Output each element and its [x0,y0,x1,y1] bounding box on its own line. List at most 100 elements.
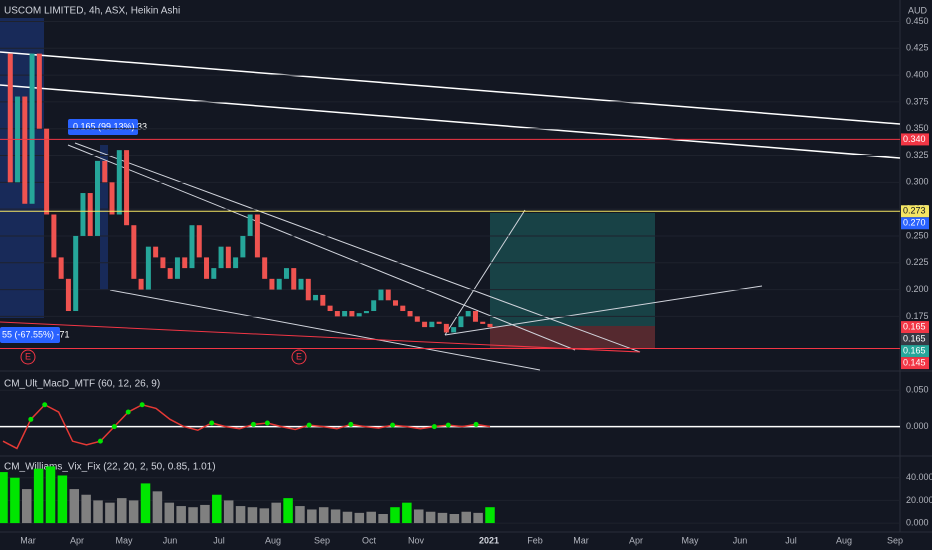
candle [320,294,326,306]
bar [176,506,186,524]
y-tick-label: 0.000 [906,517,929,527]
x-tick-label: Feb [527,535,543,545]
candle [342,311,348,317]
candle [109,182,115,215]
bar [366,511,376,524]
candle [65,278,71,312]
bar [105,502,115,524]
trendline [444,285,763,336]
indicator-title: CM_Williams_Vix_Fix (22, 20, 2, 50, 0.85… [4,462,216,473]
x-tick-label: May [681,535,699,545]
bar [330,509,341,524]
price-label: 0.145 [903,357,926,367]
price-label-box [901,333,929,346]
x-tick-label: Mar [573,535,589,545]
bar [223,500,234,524]
bar [342,511,353,524]
candle [29,53,35,204]
candle [378,289,384,301]
candle [51,214,57,258]
candle [458,316,464,328]
cross-dot [139,402,145,408]
candle [247,214,253,236]
bar [425,511,436,524]
y-tick-label: 0.050 [906,385,929,395]
x-tick-label: Sep [314,535,330,545]
bar [390,507,400,524]
chart-title: USCOM LIMITED, 4h, ASX, Heikin Ashi [4,6,180,17]
earnings-label: E [25,351,31,361]
cross-dot [42,402,48,408]
trendline [67,144,576,351]
price-label-box [901,345,929,358]
bar [33,468,44,524]
price-label: 0.165 [903,333,926,343]
candle [138,278,144,290]
bar [69,489,80,524]
bar [188,507,198,524]
candle [145,246,151,290]
candle [276,278,282,290]
bar [402,502,412,524]
bar [449,514,460,524]
candle [436,321,442,324]
cross-dot [28,416,34,422]
candle [240,235,246,258]
cross-dot [390,422,396,428]
earnings-marker[interactable] [291,349,307,365]
bar [307,509,317,524]
candle [298,278,304,290]
y-tick-label: 0.400 [906,69,929,79]
candle [160,257,166,269]
x-tick-label: Apr [629,535,643,545]
candle [363,311,369,314]
bar [247,507,258,524]
candle [371,300,377,312]
bar [461,511,471,524]
candle [196,225,202,258]
bar [235,506,246,524]
measure-label-box [0,327,60,343]
bar [128,500,139,524]
currency: AUD [908,5,928,15]
earnings-marker[interactable] [20,349,36,365]
bar [164,502,175,524]
bar [22,489,32,524]
candle [356,313,362,317]
candle [44,128,50,215]
candle [7,53,13,183]
y-tick-label: 0.200 [906,284,929,294]
candle [153,246,159,258]
bar [81,494,91,524]
cross-dot [473,421,479,427]
price-label-box [901,357,929,370]
candle [327,305,333,312]
bar [437,512,448,524]
bar [259,508,270,524]
y-tick-label: 20.000 [906,495,932,505]
price-label-box [901,321,929,334]
candle [189,225,195,269]
candle [211,268,217,279]
price-label-box [901,205,929,218]
trendline [0,51,901,125]
bar [45,466,56,524]
bar [212,494,222,524]
candle [254,214,260,258]
trendline [74,142,641,353]
y-tick-label: 0.300 [906,177,929,187]
candle [313,294,319,301]
candle [225,246,231,269]
x-tick-label: Oct [362,535,377,545]
price-label: 0.270 [903,218,926,228]
candle [487,323,493,328]
y-tick-label: 0.000 [906,421,929,431]
bar [0,472,8,524]
price-label: 0.165 [903,321,926,331]
candle [472,311,478,322]
x-tick-label: Apr [70,535,84,545]
candle [262,257,268,279]
bar [200,504,210,524]
y-tick-label: 0.425 [906,43,929,53]
